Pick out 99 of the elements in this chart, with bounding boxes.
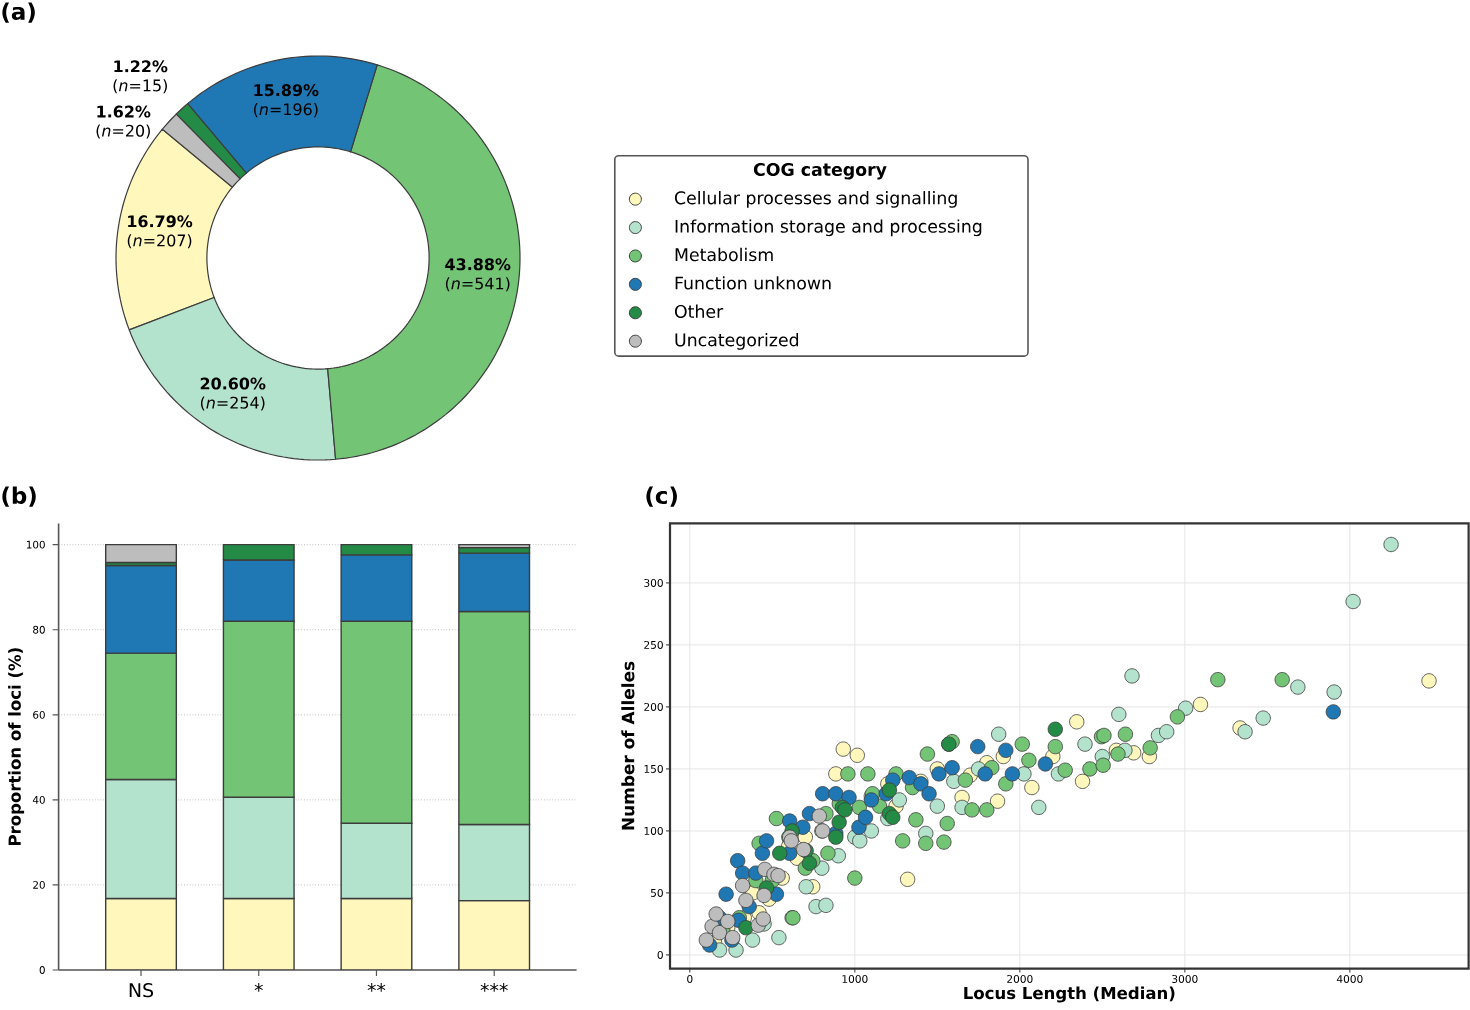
chart-title: (a) [2, 2, 35, 23]
point [970, 739, 986, 755]
point [1255, 710, 1271, 726]
point [1082, 761, 1098, 777]
point [831, 814, 847, 830]
point [900, 871, 916, 887]
point [1383, 536, 1399, 553]
point [720, 913, 736, 930]
point [738, 892, 754, 908]
point [1069, 714, 1085, 730]
point [1124, 668, 1140, 684]
point [860, 766, 876, 782]
point [1014, 736, 1030, 752]
point [1047, 721, 1063, 737]
chart-title: (c) [646, 486, 677, 507]
x-tick-label: ** [367, 983, 386, 992]
point [698, 932, 714, 948]
point [718, 886, 734, 902]
y-axis-title: Number of Alleles [621, 661, 635, 830]
legend-label: Uncategorized [675, 332, 799, 350]
point [918, 835, 934, 851]
legend-label: Cellular processes and signalling [674, 190, 957, 208]
point [756, 887, 772, 904]
point [1169, 709, 1185, 725]
point [735, 877, 751, 894]
y-axis-title: Proportion of loci (%) [8, 648, 25, 846]
point [1077, 736, 1093, 752]
point [1037, 756, 1053, 772]
point [964, 802, 980, 818]
x-tick-label: NS [129, 983, 154, 998]
legend-label: Other [674, 304, 724, 319]
point [1057, 762, 1073, 778]
point [908, 812, 924, 828]
legend-title: COG category [753, 162, 887, 180]
point [1345, 593, 1361, 610]
point [944, 760, 960, 776]
point [1031, 799, 1047, 815]
point [895, 833, 911, 849]
x-tick-label: *** [480, 983, 508, 992]
point [931, 766, 947, 782]
point [768, 810, 785, 827]
point [771, 930, 787, 946]
point [1074, 773, 1091, 789]
point [1237, 724, 1253, 740]
point [852, 833, 868, 849]
point [1274, 672, 1290, 688]
point [1325, 704, 1341, 720]
point [1421, 673, 1437, 689]
point [1326, 684, 1342, 700]
point [919, 746, 936, 762]
point [1004, 766, 1020, 782]
point [730, 853, 746, 869]
legend-label: Metabolism [675, 247, 773, 262]
point [738, 920, 754, 936]
point [744, 932, 761, 948]
point [977, 766, 993, 782]
point [957, 772, 973, 788]
x-tick-label: * [254, 983, 263, 992]
point [828, 786, 844, 802]
point [1117, 726, 1134, 742]
point [798, 879, 814, 895]
point [979, 802, 995, 818]
point [929, 798, 945, 814]
point [755, 911, 771, 927]
point [989, 793, 1006, 809]
point [758, 833, 775, 849]
point [857, 809, 874, 825]
legend-label: Function unknown [675, 276, 831, 290]
point [939, 815, 955, 832]
point [849, 747, 865, 763]
point [1095, 757, 1111, 773]
point [820, 845, 836, 861]
point [847, 870, 863, 886]
point [1024, 779, 1040, 796]
chart-title: (b) [2, 486, 36, 507]
point [991, 726, 1007, 742]
point [1142, 740, 1158, 756]
point [1111, 706, 1127, 722]
point [1159, 724, 1175, 740]
point [1047, 739, 1063, 755]
point [936, 834, 952, 850]
point [998, 742, 1014, 758]
point [818, 897, 834, 913]
legend-label: Information storage and processing [675, 219, 982, 237]
point [754, 845, 771, 861]
point [815, 786, 831, 802]
point [921, 786, 937, 802]
point [863, 823, 879, 839]
point [835, 741, 851, 757]
point [840, 766, 856, 782]
point [1210, 672, 1226, 688]
point [1021, 752, 1037, 768]
x-axis-title: Locus Length (Median) [964, 986, 1175, 1003]
point [811, 808, 827, 824]
point [891, 792, 907, 808]
point [772, 845, 788, 861]
point [1290, 679, 1306, 695]
point [901, 770, 917, 786]
point [1192, 696, 1209, 713]
